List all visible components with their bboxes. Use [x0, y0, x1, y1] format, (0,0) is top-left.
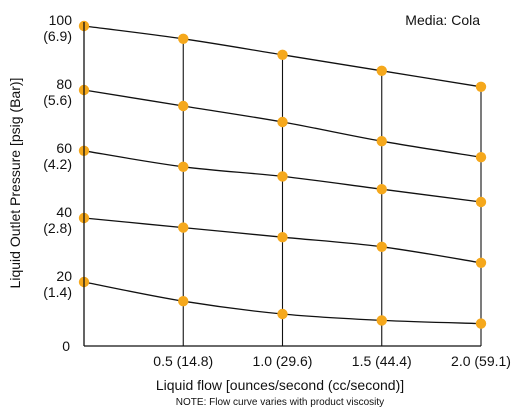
- x-tick-label: 1.5 (44.4): [352, 353, 412, 369]
- x-axis-title: Liquid flow [ounces/second (cc/second)]: [156, 377, 404, 393]
- data-point: [475, 152, 487, 163]
- x-tick-label: 0.5 (14.8): [153, 353, 213, 369]
- x-tick-label: 2.0 (59.1): [451, 353, 511, 369]
- y-axis-title: Liquid Outlet Pressure [psig (Bar)]: [7, 78, 23, 289]
- y-tick-sublabel: (2.8): [43, 220, 72, 236]
- y-tick-label: 100: [49, 12, 73, 28]
- data-point: [475, 196, 487, 208]
- data-point: [178, 222, 189, 233]
- y-tick-label: 80: [56, 76, 72, 92]
- y-tick-label: 60: [56, 140, 72, 156]
- data-point: [178, 161, 189, 172]
- data-point: [376, 136, 387, 147]
- data-point: [277, 232, 288, 243]
- x-tick-label: 1.0 (29.6): [253, 353, 313, 369]
- data-point: [376, 315, 387, 326]
- y-tick-label: 0: [62, 338, 70, 354]
- data-point: [277, 308, 288, 320]
- data-point: [277, 49, 288, 60]
- data-point: [376, 65, 387, 77]
- data-point: [475, 257, 487, 268]
- y-tick-label: 20: [56, 268, 72, 284]
- data-point: [475, 318, 487, 329]
- data-point: [376, 184, 387, 195]
- y-tick-sublabel: (6.9): [43, 28, 72, 44]
- data-point: [277, 116, 288, 128]
- data-point: [277, 171, 288, 182]
- y-tick-label: 40: [56, 204, 72, 220]
- data-point: [475, 81, 487, 93]
- data-point: [376, 241, 387, 252]
- data-point: [178, 33, 189, 44]
- y-tick-sublabel: (5.6): [43, 92, 72, 108]
- viscosity-note: NOTE: Flow curve varies with product vis…: [176, 397, 384, 408]
- data-point: [178, 100, 189, 112]
- y-tick-sublabel: (1.4): [43, 284, 72, 300]
- y-tick-sublabel: (4.2): [43, 156, 72, 172]
- media-annotation: Media: Cola: [405, 12, 480, 28]
- data-point: [178, 296, 189, 307]
